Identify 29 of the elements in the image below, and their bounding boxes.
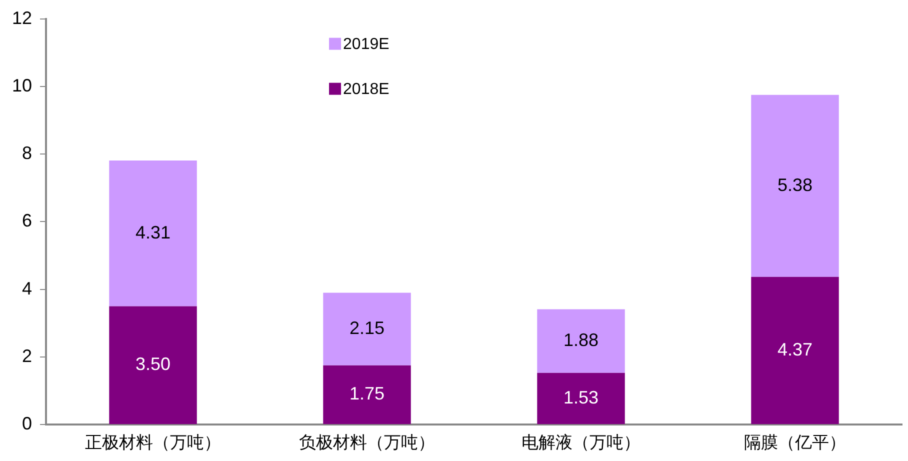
x-tick-label: 电解液（万吨） <box>522 433 641 454</box>
data-label: 3.50 <box>135 354 171 374</box>
data-label: 4.31 <box>135 222 171 242</box>
y-tick-label: 10 <box>12 75 32 96</box>
x-tick-label: 负极材料（万吨） <box>299 433 436 454</box>
data-label: 5.38 <box>777 174 813 195</box>
y-tick-label: 4 <box>22 278 32 298</box>
legend-label: 2019E <box>343 36 390 54</box>
bar <box>537 309 625 373</box>
data-label: 4.37 <box>777 339 813 360</box>
y-tick-label: 2 <box>22 346 32 366</box>
bar <box>751 276 839 424</box>
y-tick-label: 0 <box>22 414 32 434</box>
data-label: 2.15 <box>349 318 385 338</box>
x-tick-label: 正极材料（万吨） <box>85 433 222 454</box>
x-tick-label: 隔膜（亿平） <box>744 433 846 454</box>
bar <box>109 160 197 306</box>
legend-label: 2018E <box>343 81 390 98</box>
data-label: 1.75 <box>349 384 385 404</box>
bar <box>323 292 411 366</box>
y-tick-label: 12 <box>12 8 32 28</box>
y-tick-label: 6 <box>22 210 32 231</box>
bar <box>323 365 411 424</box>
y-tick-label: 8 <box>22 143 32 164</box>
bar <box>537 372 625 424</box>
data-label: 1.53 <box>563 387 599 408</box>
data-label: 1.88 <box>563 330 599 350</box>
bar <box>109 306 197 424</box>
bar <box>751 94 839 277</box>
